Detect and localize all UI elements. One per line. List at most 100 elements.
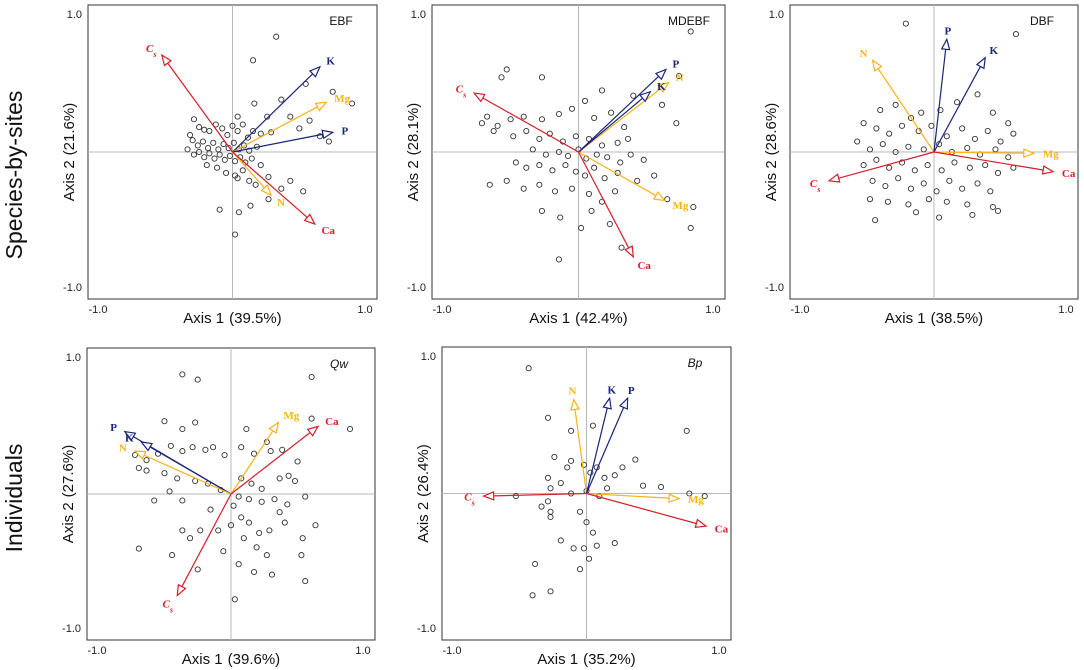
qw-data-point — [299, 535, 306, 542]
dbf-data-point — [905, 143, 912, 150]
dbf-panel-title: DBF — [1030, 14, 1054, 28]
qw-data-point — [253, 544, 260, 551]
mdebf-data-point — [572, 133, 579, 140]
dbf-data-point — [994, 207, 1002, 214]
bp-data-point — [547, 485, 554, 492]
bp-vector-n-arrowhead — [570, 397, 580, 411]
dbf-vector-label-text: K — [989, 45, 998, 57]
dbf-data-point — [854, 138, 861, 145]
mdebf-vector-label-text: N — [676, 72, 684, 84]
dbf-data-point — [920, 146, 927, 153]
mdebf-vector-label-text: Ca — [637, 260, 651, 272]
dbf-x-tick-right: 1.0 — [1058, 304, 1073, 316]
dbf-vector-n-shaft — [877, 68, 935, 153]
bp-data-point — [589, 422, 596, 429]
bp-y-axis-title: Axis 2 (26.4%) — [415, 444, 432, 542]
dbf-y-tick-bottom: -1.0 — [765, 282, 784, 294]
dbf-vector-label-text: P — [944, 25, 951, 37]
bp-vector-p-arrowhead — [618, 396, 629, 410]
mdebf-data-point — [512, 159, 519, 166]
ebf-vector-mg-shaft — [232, 106, 318, 153]
ebf-vector-label: Ca — [322, 225, 336, 237]
ebf-data-point — [214, 164, 221, 171]
mdebf-data-point — [608, 109, 615, 116]
bp-y-axis-percent: (26.4%) — [415, 444, 432, 497]
mdebf-data-point — [588, 207, 595, 214]
ebf-vector-label-text: K — [326, 56, 335, 68]
mdebf-vector-mg-arrowhead — [652, 191, 667, 202]
dbf-y-axis-title: Axis 2 (28.6%) — [763, 103, 780, 201]
qw-y-axis-percent: (27.6%) — [60, 445, 77, 498]
mdebf-data-point — [634, 177, 641, 184]
dbf-data-point — [907, 114, 915, 121]
bp-data-point — [544, 498, 552, 505]
bp-data-point — [611, 472, 618, 479]
ebf-data-point — [230, 139, 237, 146]
dbf-data-point — [953, 99, 961, 106]
qw-y-tick-bottom: -1.0 — [62, 623, 81, 635]
mdebf-data-point — [503, 177, 510, 184]
mdebf-data-point — [520, 113, 527, 120]
bp-data-point — [686, 490, 693, 497]
dbf-data-point — [933, 188, 940, 195]
dbf-data-point — [982, 162, 989, 169]
bp-data-point — [586, 555, 593, 562]
bp-data-point — [547, 588, 554, 595]
dbf-data-point — [971, 135, 979, 142]
ebf-data-point — [190, 116, 197, 123]
mdebf-y-axis-title: Axis 2 (28.1%) — [405, 103, 422, 201]
ebf-data-point — [221, 156, 228, 163]
bp-data-point — [583, 519, 590, 526]
qw-data-point — [268, 571, 276, 578]
bp-y-axis-name: Axis 2 — [415, 502, 432, 543]
qw-vector-label: Mg — [283, 410, 299, 422]
qw-vector-label-text: Ca — [325, 416, 339, 428]
mdebf-data-point — [581, 172, 589, 179]
dbf-data-point — [879, 141, 886, 148]
ebf-data-point — [242, 159, 249, 166]
dbf-data-point — [925, 196, 932, 203]
qw-vector-ca-shaft — [230, 432, 311, 495]
ebf-vector-label-subscript: s — [152, 49, 156, 58]
ebf-data-point — [216, 151, 223, 158]
dbf-y-axis-name: Axis 2 — [763, 160, 780, 201]
ebf-data-point — [296, 125, 303, 132]
ebf-data-point — [250, 57, 257, 64]
dbf-data-point — [898, 159, 906, 166]
bp-vector-label-text: N — [568, 386, 576, 398]
dbf-data-point — [869, 177, 876, 184]
ebf-data-point — [224, 131, 231, 139]
ebf-data-point — [199, 138, 206, 145]
qw-y-axis-title: Axis 2 (27.6%) — [60, 445, 77, 543]
bp-data-point — [544, 474, 552, 481]
mdebf-data-point — [523, 164, 530, 171]
bp-vector-label: P — [628, 385, 635, 397]
qw-data-point — [135, 464, 142, 472]
bp-vector-label: Cs — [464, 491, 474, 507]
ebf-data-point — [206, 127, 213, 135]
qw-vector-label: Ca — [325, 416, 339, 428]
mdebf-y-axis-name: Axis 2 — [405, 160, 422, 201]
mdebf-data-point — [562, 162, 569, 169]
mdebf-vector-mg-shaft — [578, 151, 657, 197]
mdebf-y-tick-bottom: -1.0 — [407, 282, 426, 294]
qw-data-point — [250, 568, 258, 576]
dbf-data-point — [959, 185, 966, 192]
dbf-vector-p-shaft — [933, 49, 947, 153]
dbf-data-point — [902, 20, 909, 27]
bp-y-tick-bottom: -1.0 — [417, 623, 436, 635]
mdebf-vector-label: Cs — [456, 84, 466, 100]
bp-x-axis-percent: (35.2%) — [583, 651, 636, 668]
mdebf-vector-label-text: K — [657, 81, 666, 93]
mdebf-data-point — [536, 181, 543, 188]
qw-data-point — [194, 376, 201, 383]
mdebf-data-point — [593, 151, 600, 158]
qw-data-point — [174, 475, 181, 482]
qw-data-point — [179, 448, 186, 455]
mdebf-data-point — [687, 28, 694, 35]
qw-y-tick-top: 1.0 — [66, 352, 81, 364]
dbf-vector-label-subscript: s — [816, 185, 820, 194]
qw-data-point — [194, 566, 201, 573]
